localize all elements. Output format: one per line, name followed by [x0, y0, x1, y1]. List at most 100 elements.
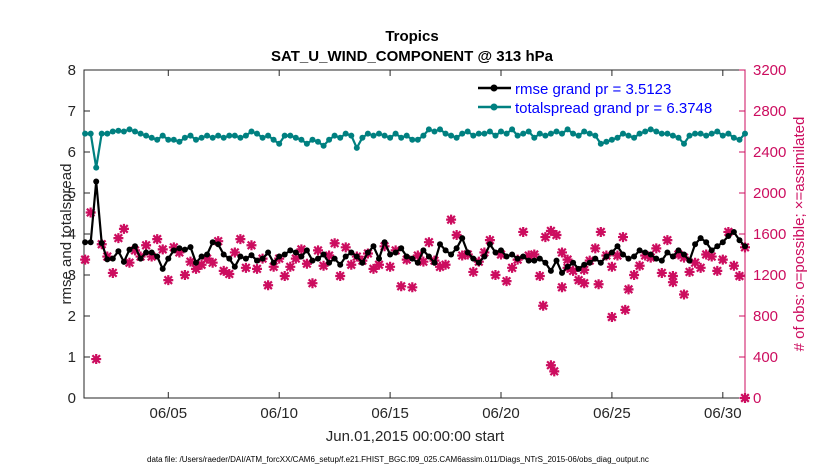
rmse-point [331, 255, 338, 262]
totalspread-point [342, 130, 349, 137]
rmse-point [198, 253, 205, 260]
obs-marker [285, 261, 296, 272]
obs-marker [690, 257, 701, 268]
obs-marker [593, 279, 604, 290]
y-tick-label: 8 [68, 62, 76, 79]
rmse-point [237, 253, 244, 260]
obs-marker [440, 259, 451, 270]
rmse-point [625, 255, 632, 262]
obs-marker [479, 247, 490, 258]
obs-marker [252, 263, 263, 274]
y-right-tick-label: 1200 [753, 267, 786, 284]
obs-marker [706, 251, 717, 262]
y-tick-label: 4 [68, 226, 76, 243]
rmse-point [132, 243, 138, 250]
obs-marker [457, 250, 468, 261]
obs-marker [196, 259, 207, 270]
rmse-point [309, 257, 316, 264]
data-file-caption: data file: /Users/raeder/DAI/ATM_forcXX/… [147, 455, 649, 464]
obs-marker [296, 244, 307, 255]
obs-marker [418, 256, 429, 267]
obs-marker [518, 226, 529, 237]
obs-marker [695, 262, 706, 273]
totalspread-point [198, 134, 205, 141]
rmse-point [464, 249, 471, 256]
y-right-tick-label: 2800 [753, 103, 786, 120]
rmse-point [276, 253, 283, 260]
obs-marker [679, 289, 690, 300]
obs-marker [740, 393, 750, 403]
rmse-point [242, 255, 249, 262]
obs-marker [629, 270, 640, 280]
obs-marker [191, 263, 202, 274]
obs-marker [224, 268, 235, 279]
obs-marker [407, 282, 418, 293]
totalspread-point [420, 132, 427, 139]
totalspread-point [187, 132, 194, 139]
obs-marker [612, 250, 623, 261]
totalspread-point [254, 130, 260, 137]
rmse-point [509, 251, 516, 258]
obs-marker [213, 236, 224, 247]
obs-marker [573, 275, 584, 286]
totalspread-point [259, 134, 266, 141]
rmse-point [559, 269, 565, 276]
totalspread-point [265, 132, 272, 139]
totalspread-point [176, 138, 183, 145]
totalspread-point [553, 128, 560, 135]
y-right-tick-label: 400 [753, 349, 778, 366]
rmse-point [381, 239, 388, 246]
rmse-point [392, 249, 399, 256]
totalspread-point [276, 140, 283, 147]
totalspread-point [492, 132, 499, 139]
obs-marker [590, 243, 601, 254]
obs-marker [396, 281, 407, 292]
totalspread-point [570, 130, 577, 137]
obs-marker [534, 271, 545, 282]
totalspread-point [403, 132, 410, 139]
totalspread-point [115, 127, 122, 134]
rmse-point [681, 251, 687, 258]
rmse-point [642, 249, 649, 256]
rmse-point [231, 263, 238, 270]
rmse-point [475, 259, 482, 266]
rmse-point [154, 253, 161, 260]
obs-marker [717, 254, 728, 265]
obs-marker [618, 232, 629, 243]
obs-marker [496, 249, 507, 260]
obs-marker [623, 284, 634, 295]
rmse-point [553, 257, 560, 264]
y-tick-label: 6 [68, 144, 76, 161]
totalspread-point [320, 142, 327, 149]
totalspread-point [237, 134, 244, 141]
rmse-point [581, 261, 588, 268]
totalspread-point [664, 130, 671, 137]
totalspread-point [614, 134, 621, 141]
rmse-point [736, 237, 743, 244]
obs-marker [329, 238, 340, 249]
obs-marker [620, 304, 631, 315]
rmse-point [187, 244, 194, 251]
obs-marker [307, 278, 318, 289]
obs-marker [152, 234, 163, 245]
rmse-point [570, 259, 577, 266]
totalspread-point [137, 130, 144, 137]
obs-marker [551, 230, 562, 241]
obs-marker [185, 256, 196, 267]
totalspread-point [248, 128, 255, 135]
obs-marker [501, 276, 512, 287]
totalspread-point [120, 128, 127, 135]
totalspread-point [326, 136, 333, 143]
totalspread-point [303, 140, 310, 147]
rmse-point [719, 239, 726, 246]
obs-marker [335, 271, 346, 282]
rmse-point [564, 263, 571, 270]
rmse-point [742, 243, 748, 250]
obs-marker [207, 257, 218, 268]
obs-marker [346, 259, 357, 270]
totalspread-point [331, 132, 338, 139]
rmse-point [226, 255, 233, 262]
obs-marker [141, 240, 152, 251]
totalspread-point [459, 130, 466, 137]
